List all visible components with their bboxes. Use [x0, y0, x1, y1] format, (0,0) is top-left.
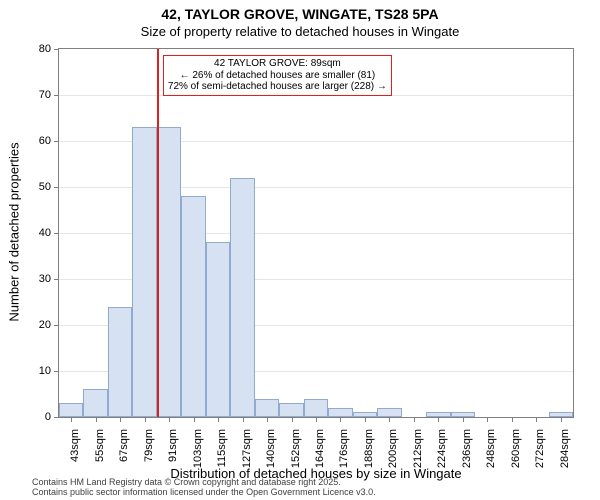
x-tick-label: 115sqm — [216, 429, 228, 467]
histogram-bar — [83, 389, 107, 417]
x-tick-label: 91sqm — [167, 429, 179, 462]
footnote: Contains HM Land Registry data © Crown c… — [32, 478, 376, 498]
y-tick-label: 70 — [39, 89, 51, 101]
annotation-line: 42 TAYLOR GROVE: 89sqm — [168, 58, 387, 70]
y-tick-label: 80 — [39, 43, 51, 55]
y-tick-label: 10 — [39, 365, 51, 377]
x-tick-label: 67sqm — [118, 429, 130, 462]
histogram-bar — [377, 408, 401, 417]
x-tick — [243, 417, 244, 422]
y-tick — [54, 417, 59, 418]
x-tick — [536, 417, 537, 422]
x-tick-label: 224sqm — [436, 429, 448, 468]
y-tick — [54, 187, 59, 188]
histogram-bar — [157, 127, 181, 417]
x-tick — [414, 417, 415, 422]
property-annotation: 42 TAYLOR GROVE: 89sqm← 26% of detached … — [163, 55, 392, 96]
histogram-bar — [255, 399, 279, 417]
x-tick-label: 248sqm — [485, 429, 497, 468]
histogram-bar — [328, 408, 352, 417]
x-tick-label: 140sqm — [265, 429, 277, 468]
y-tick — [54, 141, 59, 142]
histogram-bar — [279, 403, 303, 417]
x-tick-label: 260sqm — [510, 429, 522, 468]
y-tick-label: 30 — [39, 273, 51, 285]
property-marker-line — [157, 49, 159, 417]
property-size-chart: 42, TAYLOR GROVE, WINGATE, TS28 5PA Size… — [0, 0, 600, 500]
x-tick-label: 43sqm — [69, 429, 81, 462]
x-tick — [463, 417, 464, 422]
x-tick — [365, 417, 366, 422]
x-tick-label: 152sqm — [290, 429, 302, 468]
y-tick-label: 20 — [39, 319, 51, 331]
histogram-bar — [304, 399, 328, 417]
chart-title: 42, TAYLOR GROVE, WINGATE, TS28 5PA — [0, 6, 600, 22]
x-tick-label: 200sqm — [387, 429, 399, 468]
x-tick — [96, 417, 97, 422]
y-tick — [54, 279, 59, 280]
x-tick-label: 188sqm — [363, 429, 375, 468]
x-tick-label: 127sqm — [241, 429, 253, 468]
x-tick-label: 236sqm — [461, 429, 473, 468]
x-tick-label: 272sqm — [534, 429, 546, 468]
histogram-bar — [181, 196, 205, 417]
x-tick-label: 103sqm — [192, 429, 204, 468]
x-tick — [438, 417, 439, 422]
x-tick — [389, 417, 390, 422]
y-tick — [54, 95, 59, 96]
y-tick — [54, 233, 59, 234]
plot-area: 0102030405060708043sqm55sqm67sqm79sqm91s… — [58, 48, 574, 418]
y-tick-label: 40 — [39, 227, 51, 239]
x-tick — [340, 417, 341, 422]
footnote-line-2: Contains public sector information licen… — [32, 488, 376, 498]
x-tick — [561, 417, 562, 422]
x-tick — [487, 417, 488, 422]
x-tick — [145, 417, 146, 422]
x-tick-label: 55sqm — [94, 429, 106, 462]
y-tick-label: 50 — [39, 181, 51, 193]
histogram-bar — [206, 242, 230, 417]
x-tick — [71, 417, 72, 422]
x-tick-label: 164sqm — [314, 429, 326, 468]
x-tick — [218, 417, 219, 422]
chart-subtitle: Size of property relative to detached ho… — [0, 24, 600, 39]
y-axis-label: Number of detached properties — [7, 142, 22, 321]
x-tick — [316, 417, 317, 422]
y-tick-label: 0 — [45, 411, 51, 423]
y-tick — [54, 371, 59, 372]
y-tick — [54, 325, 59, 326]
histogram-bar — [108, 307, 132, 417]
x-tick — [169, 417, 170, 422]
x-tick — [194, 417, 195, 422]
x-tick — [120, 417, 121, 422]
annotation-line: 72% of semi-detached houses are larger (… — [168, 81, 387, 93]
x-tick — [292, 417, 293, 422]
y-tick-label: 60 — [39, 135, 51, 147]
x-tick-label: 79sqm — [143, 429, 155, 462]
x-tick-label: 212sqm — [412, 429, 424, 468]
histogram-bar — [59, 403, 83, 417]
x-tick-label: 284sqm — [559, 429, 571, 468]
x-tick-label: 176sqm — [338, 429, 350, 468]
x-tick — [267, 417, 268, 422]
annotation-line: ← 26% of detached houses are smaller (81… — [168, 70, 387, 82]
histogram-bar — [230, 178, 254, 417]
histogram-bar — [132, 127, 156, 417]
y-tick — [54, 49, 59, 50]
x-tick — [512, 417, 513, 422]
